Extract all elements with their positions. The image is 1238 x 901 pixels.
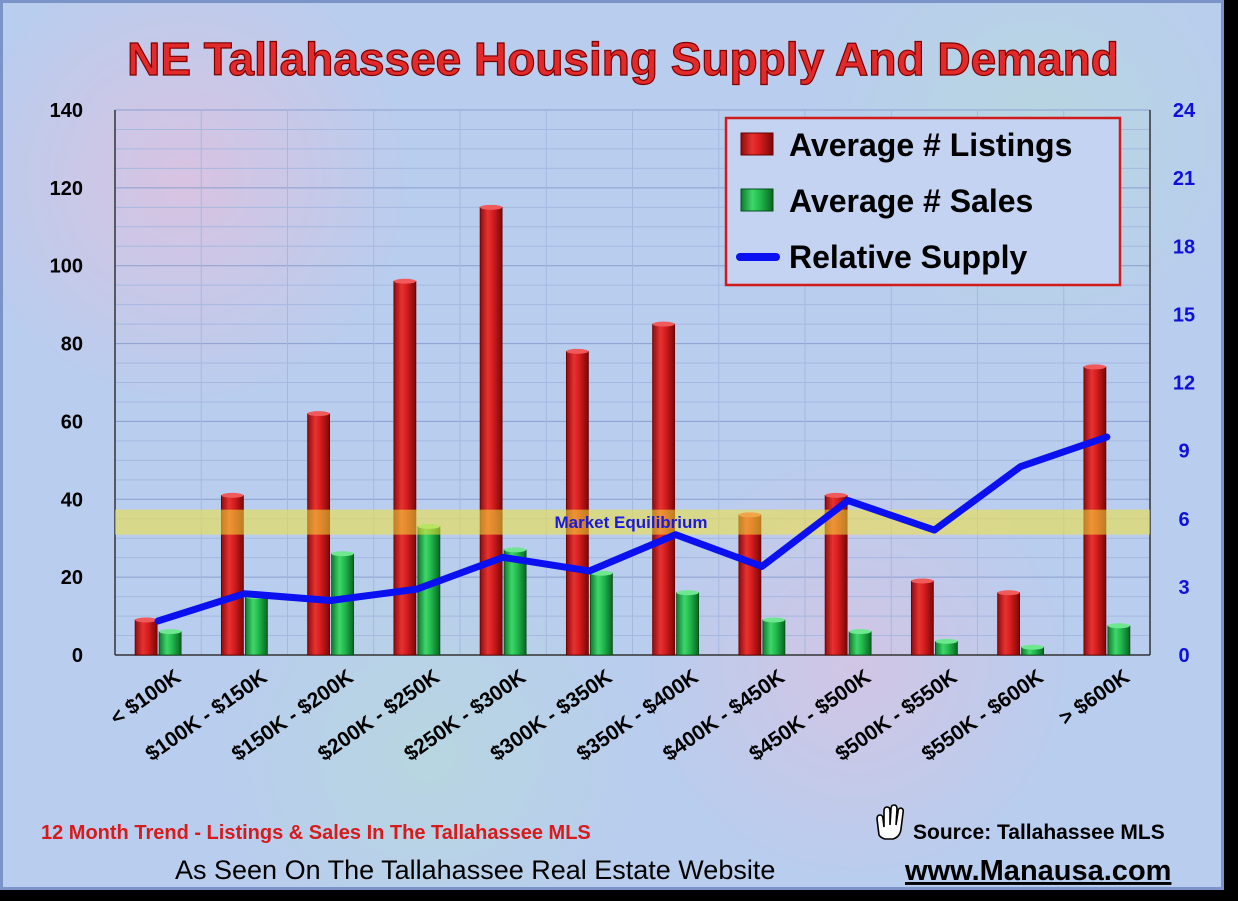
supply-line-path [154, 433, 1111, 625]
legend-swatch-listings [740, 132, 774, 156]
bar-sales-cap [935, 638, 958, 644]
bar-sales-cap [849, 629, 872, 635]
bar-sales-cap [676, 590, 699, 596]
bar-sales-cap [331, 551, 354, 557]
right-tick-label: 18 [1173, 236, 1195, 258]
chart-svg: NE Tallahassee Housing Supply And Demand… [41, 32, 1196, 887]
bar-listings [565, 350, 589, 656]
left-tick-label: 20 [61, 567, 83, 589]
chart-title: NE Tallahassee Housing Supply And Demand [127, 33, 1119, 85]
footer-url[interactable]: www.Manausa.com [904, 855, 1171, 887]
bar-listings-cap [135, 617, 158, 623]
category-labels: < $100K$100K - $150K$150K - $200K$200K -… [106, 665, 1133, 766]
chart-frame: NE Tallahassee Housing Supply And Demand… [0, 0, 1224, 890]
right-tick-label: 21 [1173, 168, 1195, 190]
bar-listings [134, 619, 158, 656]
axes [114, 110, 1151, 656]
bar-listings-cap [997, 590, 1020, 596]
bar-listings-cap [652, 321, 675, 327]
bar-sales [331, 553, 355, 656]
legend-label-supply: Relative Supply [789, 239, 1028, 275]
bar-sales [589, 572, 613, 656]
bar-listings [997, 592, 1021, 656]
bar-listings [393, 280, 417, 656]
left-tick-label: 80 [61, 334, 83, 356]
bar-listings [738, 514, 762, 656]
equilibrium-band-rect [115, 509, 1150, 535]
right-tick-label: 6 [1178, 509, 1189, 531]
right-tick-label: 9 [1178, 441, 1189, 463]
bar-sales [1107, 625, 1131, 656]
bar-listings-cap [825, 492, 848, 498]
bar-listings [479, 206, 503, 656]
hand-pointer-icon [876, 804, 905, 840]
legend-swatch-sales [740, 188, 774, 212]
left-tick-label: 120 [50, 178, 83, 200]
right-tick-label: 15 [1173, 304, 1195, 326]
footer-seen-on: As Seen On The Tallahassee Real Estate W… [175, 855, 775, 885]
footer-trend: 12 Month Trend - Listings & Sales In The… [41, 822, 591, 844]
bar-listings-cap [566, 348, 589, 354]
bar-listings-cap [221, 492, 244, 498]
category-label: < $100K [106, 665, 185, 730]
bar-listings-cap [393, 278, 416, 284]
right-axis-ticks: 0 3 6 9 12 15 18 21 24 [1173, 100, 1196, 667]
relative-supply-line [154, 433, 1111, 625]
left-tick-label: 40 [61, 489, 83, 511]
bar-sales-cap [504, 547, 527, 553]
bar-listings [910, 580, 934, 656]
legend-label-sales: Average # Sales [789, 183, 1033, 219]
bar-sales [158, 631, 182, 656]
legend-label-listings: Average # Listings [789, 127, 1072, 163]
right-tick-label: 12 [1173, 373, 1195, 395]
left-tick-label: 60 [61, 411, 83, 433]
equilibrium-band: Market Equilibrium [115, 509, 1150, 535]
bar-sales [676, 592, 700, 656]
bar-listings [652, 323, 676, 656]
bar-sales [848, 631, 872, 656]
right-tick-label: 0 [1178, 645, 1189, 667]
left-tick-label: 100 [50, 256, 83, 278]
bar-listings-cap [1083, 364, 1106, 370]
bar-sales-cap [1021, 644, 1044, 650]
bar-sales-cap [1107, 623, 1130, 629]
left-tick-label: 140 [50, 100, 83, 122]
legend-box [724, 116, 1122, 287]
left-tick-label: 0 [72, 645, 83, 667]
bar-listings-cap [480, 204, 503, 210]
bar-listings-cap [911, 578, 934, 584]
bar-listings-cap [307, 411, 330, 417]
left-axis-ticks: 0 20 40 60 80 100 120 140 [50, 100, 83, 667]
legend: Average # Listings Average # Sales Relat… [724, 116, 1122, 287]
bar-sales [503, 549, 527, 656]
bar-sales-cap [762, 617, 785, 623]
bar-sales [244, 596, 268, 656]
equilibrium-label: Market Equilibrium [554, 513, 707, 532]
right-tick-label: 24 [1173, 100, 1196, 122]
category-label: > $600K [1055, 665, 1134, 730]
right-tick-label: 3 [1178, 577, 1189, 599]
footer-source: Source: Tallahassee MLS [913, 821, 1165, 844]
bar-sales [762, 619, 786, 656]
bar-sales-cap [159, 629, 182, 635]
